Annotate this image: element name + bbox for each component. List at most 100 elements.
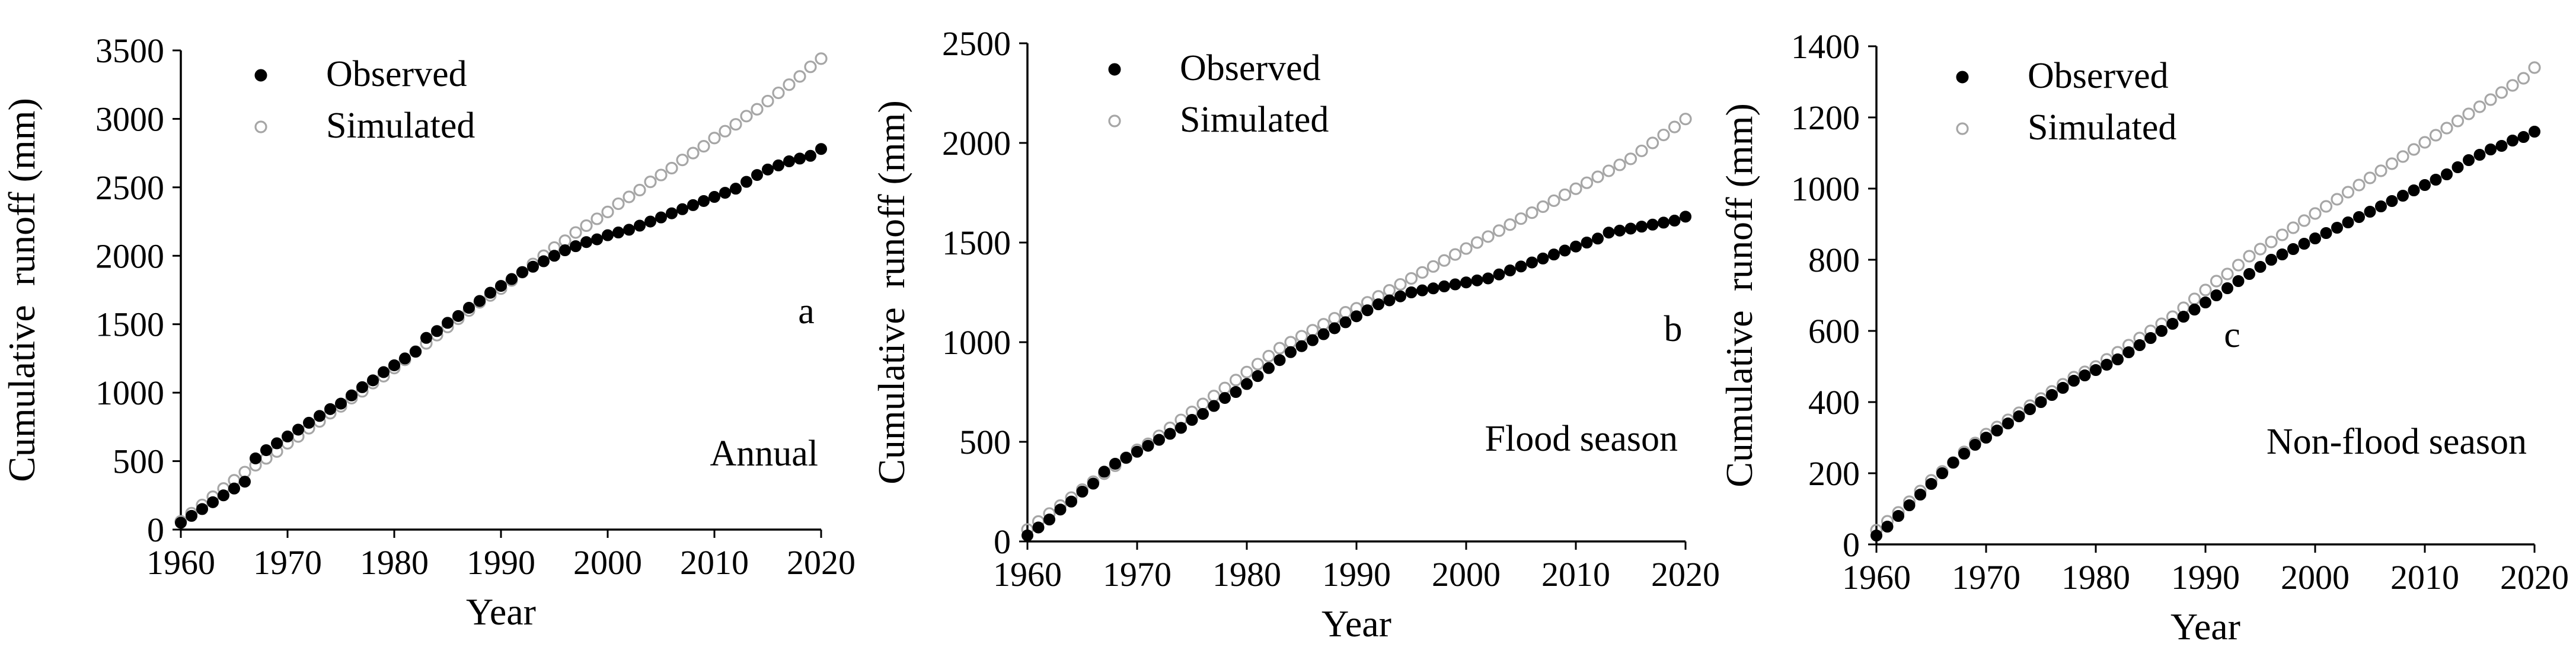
observed-point — [2178, 311, 2189, 323]
simulated-point — [2385, 157, 2399, 170]
observed-point — [2024, 403, 2036, 415]
observed-point — [1022, 529, 1033, 541]
observed-point — [2013, 410, 2025, 422]
simulated-point — [2396, 150, 2409, 163]
observed-point — [644, 215, 656, 228]
observed-point — [506, 273, 518, 285]
observed-point — [1958, 448, 1970, 460]
observed-point — [2485, 144, 2497, 155]
observed-point — [1361, 304, 1374, 317]
simulated-point — [1306, 324, 1319, 337]
observed-point — [1032, 521, 1045, 534]
simulated-point — [2253, 243, 2267, 256]
observed-point — [1164, 428, 1176, 440]
observed-point — [1471, 274, 1483, 286]
simulated-point — [1602, 164, 1616, 177]
observed-point — [1142, 439, 1154, 452]
simulated-point — [687, 146, 700, 160]
observed-point — [2408, 184, 2420, 196]
observed-point — [1449, 278, 1461, 291]
simulated-point — [1657, 128, 1670, 142]
observed-point — [1624, 222, 1637, 235]
x-tick-label: 1980 — [2061, 558, 2130, 597]
observed-point — [1936, 467, 1948, 479]
observed-point — [698, 195, 710, 207]
simulated-point — [2188, 292, 2201, 305]
x-tick-label: 1970 — [1952, 558, 2020, 597]
observed-point — [602, 229, 614, 241]
y-tick-label: 500 — [113, 442, 164, 481]
observed-point — [2079, 369, 2091, 381]
observed-point — [1054, 503, 1067, 516]
observed-point — [495, 280, 507, 292]
simulated-point — [2199, 283, 2212, 297]
observed-point — [773, 159, 784, 171]
legend-observed-label: Observed — [326, 54, 467, 94]
simulated-point — [601, 205, 614, 219]
simulated-point — [761, 94, 774, 108]
simulated-point — [590, 212, 604, 225]
simulated-point — [2210, 275, 2223, 288]
simulated-point — [2506, 79, 2519, 92]
observed-point — [1087, 477, 1099, 490]
observed-point — [612, 227, 624, 239]
x-tick-label: 2020 — [2500, 558, 2569, 597]
observed-point — [1980, 432, 1992, 444]
observed-point — [1230, 386, 1242, 398]
observed-point — [346, 389, 357, 401]
simulated-point — [2309, 207, 2322, 220]
observed-point — [1460, 276, 1472, 289]
observed-point — [1581, 237, 1593, 248]
x-tick-label: 2000 — [2281, 558, 2350, 597]
observed-point — [1076, 486, 1089, 498]
y-tick-label: 0 — [1843, 525, 1860, 564]
y-tick-label: 1500 — [95, 305, 164, 344]
simulated-point — [1504, 218, 1517, 231]
observed-point — [1603, 227, 1615, 239]
simulated-point — [1635, 144, 1648, 158]
observed-point — [378, 366, 390, 378]
simulated-point — [740, 110, 753, 123]
observed-point — [1383, 294, 1396, 307]
observed-point — [1351, 310, 1362, 323]
observed-point — [1263, 362, 1275, 374]
simulated-point — [665, 161, 678, 175]
simulated-point — [697, 140, 710, 153]
observed-point — [634, 219, 646, 232]
observed-point — [186, 509, 197, 522]
observed-point — [207, 496, 219, 508]
simulated-point — [2473, 100, 2486, 113]
observed-point — [1504, 264, 1516, 277]
simulated-point — [1295, 330, 1308, 343]
simulated-point — [1229, 374, 1243, 387]
simulated-point — [2440, 122, 2453, 135]
x-tick-label: 1960 — [1842, 558, 1911, 597]
observed-point — [1892, 510, 1904, 522]
observed-point — [218, 489, 229, 502]
simulated-point — [1525, 206, 1538, 219]
y-axis-label: Cumulative runoff (mm) — [1718, 103, 1760, 487]
observed-point — [623, 224, 635, 236]
simulated-point — [1547, 194, 1560, 208]
legend-observed-marker — [1956, 71, 1969, 84]
simulated-point — [1536, 200, 1550, 213]
observed-point — [420, 332, 432, 344]
y-tick-label: 800 — [1808, 241, 1860, 279]
observed-point — [2441, 168, 2453, 180]
observed-point — [1537, 252, 1549, 264]
observed-point — [1252, 370, 1264, 383]
observed-point — [516, 266, 528, 278]
simulated-point — [1404, 272, 1418, 285]
x-axis-label: Year — [1321, 603, 1391, 645]
observed-point — [1526, 256, 1538, 269]
observed-point — [1493, 268, 1505, 281]
simulated-point — [1558, 188, 1572, 201]
observed-point — [2232, 275, 2245, 287]
observed-point — [1120, 451, 1132, 464]
observed-point — [2112, 353, 2124, 365]
simulated-point — [1240, 365, 1253, 379]
observed-point — [1881, 521, 1894, 533]
panel-label: b — [1664, 309, 1683, 349]
legend-observed-marker — [254, 69, 267, 82]
